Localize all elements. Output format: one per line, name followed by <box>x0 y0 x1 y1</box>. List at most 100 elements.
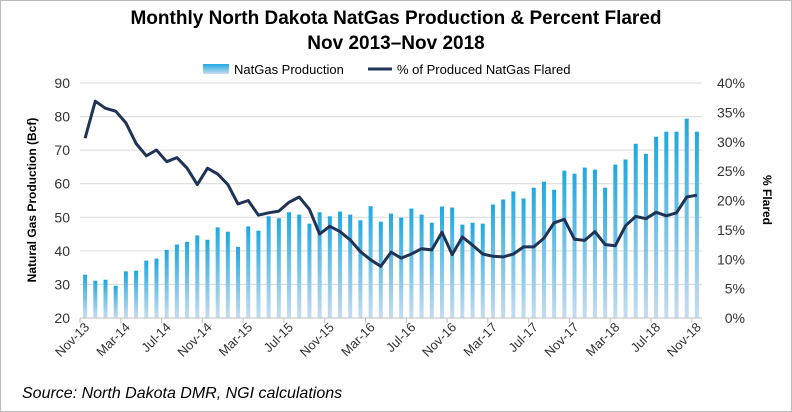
bar-production <box>287 212 292 318</box>
bar-production <box>439 206 444 318</box>
bar-production <box>429 222 434 318</box>
bar-production <box>643 153 648 318</box>
bar-production <box>460 224 465 318</box>
x-tick-label: Nov-14 <box>174 320 214 360</box>
bar-production <box>399 217 404 318</box>
y2-tick-label: 20% <box>717 193 745 209</box>
legend-label-production: NatGas Production <box>234 62 344 77</box>
bar-production <box>378 221 383 318</box>
bar-production <box>174 244 179 318</box>
bar-production <box>348 214 353 318</box>
y-tick-label: 80 <box>54 109 70 125</box>
y2-tick-label: 40% <box>717 75 745 91</box>
bar-production <box>450 207 455 318</box>
bar-production <box>541 181 546 318</box>
chart-title: Monthly North Dakota NatGas Production &… <box>130 8 662 29</box>
y-tick-label: 30 <box>54 276 70 292</box>
bar-production <box>633 143 638 318</box>
bar-production <box>419 214 424 318</box>
x-tick-label: Mar-18 <box>583 320 623 360</box>
x-tick-label: Mar-17 <box>460 320 500 360</box>
bar-production <box>113 285 118 318</box>
bar-production <box>246 226 251 318</box>
x-tick-label: Mar-14 <box>93 320 133 360</box>
bar-production <box>603 187 608 318</box>
bar-production <box>694 131 699 318</box>
bar-production <box>144 260 149 318</box>
chart-subtitle: Nov 2013–Nov 2018 <box>307 33 485 54</box>
x-tick-label: Nov-18 <box>664 320 704 360</box>
x-tick-label: Nov-17 <box>541 320 581 360</box>
bar-production <box>572 173 577 318</box>
y2-axis-title: % Flared <box>760 175 774 225</box>
bar-production <box>266 216 271 318</box>
source-note: Source: North Dakota DMR, NGI calculatio… <box>22 385 343 402</box>
bar-production <box>195 235 200 318</box>
bar-production <box>613 164 618 318</box>
bar-production <box>501 199 506 318</box>
bar-production <box>389 213 393 318</box>
x-tick-label: Jul-15 <box>261 320 297 356</box>
bar-production <box>103 279 108 318</box>
bar-production <box>185 241 190 318</box>
y-tick-label: 20 <box>54 310 70 326</box>
bar-production <box>562 170 567 318</box>
bar-production <box>83 274 88 318</box>
bar-production <box>368 206 373 318</box>
bar-production <box>470 222 475 318</box>
x-tick-label: Jul-16 <box>383 320 419 356</box>
legend-label-flared: % of Produced NatGas Flared <box>397 62 570 77</box>
bar-production <box>317 212 322 318</box>
bar-production <box>521 198 526 318</box>
bar-production <box>552 189 557 318</box>
y2-tick-label: 30% <box>717 134 745 150</box>
bar-production <box>327 216 332 318</box>
bar-production <box>623 159 628 318</box>
bar-production <box>256 230 261 318</box>
y2-tick-label: 15% <box>717 222 745 238</box>
y2-tick-label: 25% <box>717 163 745 179</box>
x-tick-label: Nov-15 <box>297 320 337 360</box>
bar-production <box>684 118 689 318</box>
y2-tick-label: 0% <box>725 310 745 326</box>
y2-tick-label: 35% <box>717 104 745 120</box>
bar-production <box>164 249 169 318</box>
y2-tick-label: 5% <box>725 281 745 297</box>
bar-production <box>409 208 414 318</box>
bar-production <box>531 187 536 318</box>
bar-production <box>582 167 587 318</box>
y-tick-label: 60 <box>54 176 70 192</box>
bar-production <box>480 223 485 318</box>
bar-production <box>654 136 659 318</box>
x-tick-label: Jul-18 <box>628 320 664 356</box>
bar-production <box>664 131 669 318</box>
x-tick-label: Mar-16 <box>338 320 378 360</box>
bar-production <box>225 231 230 318</box>
y-axis-title: Natural Gas Production (Bcf) <box>25 118 39 283</box>
bar-production <box>93 280 98 318</box>
x-tick-label: Jul-14 <box>138 320 174 356</box>
x-tick-label: Jul-17 <box>505 320 541 356</box>
legend-swatch-production <box>203 64 229 74</box>
y-tick-label: 90 <box>54 75 70 91</box>
bar-production <box>307 223 312 318</box>
bar-production <box>674 131 679 318</box>
bar-production <box>297 214 302 318</box>
bar-production <box>338 211 343 318</box>
bar-production <box>154 258 159 318</box>
bar-production <box>592 169 597 318</box>
x-tick-label: Nov-16 <box>419 320 459 360</box>
y2-tick-label: 10% <box>717 251 745 267</box>
bar-production <box>276 218 281 318</box>
bar-production <box>134 270 139 318</box>
x-tick-label: Mar-15 <box>216 320 256 360</box>
y-tick-label: 40 <box>54 243 70 259</box>
y-tick-label: 50 <box>54 209 70 225</box>
bar-production <box>215 227 220 318</box>
bar-production <box>490 204 495 318</box>
bar-production <box>205 239 210 318</box>
line-flared <box>83 99 698 268</box>
bar-production <box>236 246 241 318</box>
bar-production <box>123 271 128 318</box>
